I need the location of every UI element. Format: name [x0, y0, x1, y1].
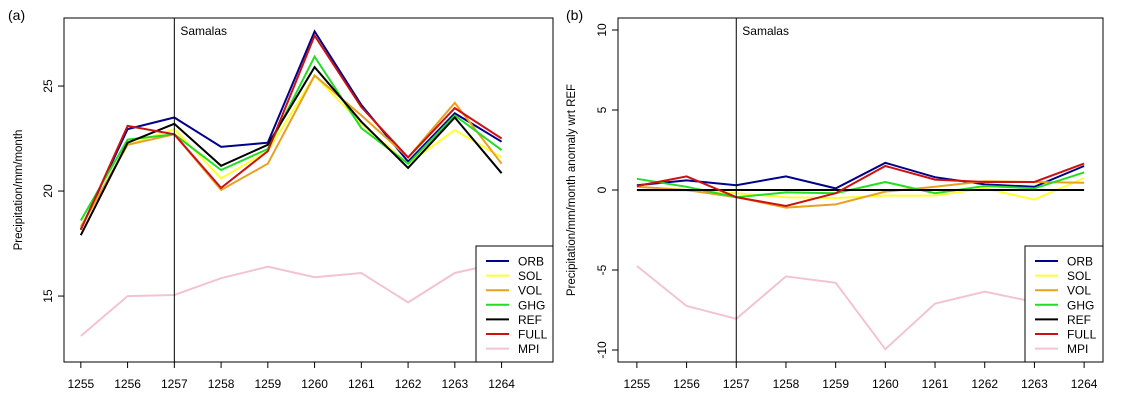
- series-line-full: [636, 162, 1085, 208]
- legend-item-ghg: GHG: [486, 298, 545, 312]
- legend-label: FULL: [1067, 328, 1097, 342]
- x-tick-label: 1259: [254, 377, 281, 391]
- legend-item-full: FULL: [486, 328, 548, 342]
- x-tick-label: 1260: [872, 377, 899, 391]
- legend-item-mpi: MPI: [1035, 342, 1088, 356]
- x-tick-label: 1258: [208, 377, 235, 391]
- x-tick-label: 1261: [348, 377, 375, 391]
- y-tick-label: 15: [41, 289, 55, 303]
- plot-frame-a: [63, 17, 554, 363]
- x-tick-label: 1264: [1071, 377, 1098, 391]
- legend-item-vol: VOL: [486, 284, 542, 298]
- legend-label: MPI: [1067, 342, 1088, 356]
- samalas-annotation-b: Samalas: [742, 24, 789, 38]
- legend-label: GHG: [1067, 298, 1094, 312]
- legend-label: FULL: [518, 328, 548, 342]
- x-tick-label: 1256: [673, 377, 700, 391]
- series-lines-a: [79, 29, 503, 337]
- legend-label: VOL: [1067, 284, 1091, 298]
- y-axis-label-a: Precipitation/mm/month: [13, 130, 25, 251]
- series-line-sol: [79, 73, 503, 229]
- legend-item-full: FULL: [1035, 328, 1097, 342]
- series-line-ref: [79, 65, 503, 236]
- panel-label-b: (b): [566, 7, 583, 23]
- series-line-ghg: [636, 171, 1085, 199]
- y-tick-label: 10: [595, 23, 609, 37]
- series-lines-b: [636, 161, 1085, 351]
- legend-label: VOL: [518, 284, 542, 298]
- y-tick-label: -5: [595, 264, 609, 275]
- legend-item-sol: SOL: [1035, 269, 1091, 283]
- y-ticks-a: 15 20 25: [41, 79, 64, 303]
- series-line-mpi: [80, 261, 502, 337]
- legend-label: GHG: [518, 298, 545, 312]
- legend-item-ghg: GHG: [1035, 298, 1094, 312]
- x-tick-label: 1259: [822, 377, 849, 391]
- panel-label-a: (a): [8, 7, 25, 23]
- x-ticks-a: 1255 1256 1257 1258 1259 1260 1261 1262 1263 1264: [67, 362, 515, 391]
- legend-label: ORB: [1067, 255, 1093, 269]
- series-line-orb: [79, 29, 503, 230]
- x-tick-label: 1257: [161, 377, 188, 391]
- series-line-ghg: [79, 54, 503, 222]
- legend-item-vol: VOL: [1035, 284, 1091, 298]
- y-tick-label: 20: [41, 184, 55, 198]
- x-tick-label: 1262: [971, 377, 998, 391]
- legend-item-mpi: MPI: [486, 342, 539, 356]
- x-tick-label: 1256: [114, 377, 141, 391]
- x-tick-label: 1257: [723, 377, 750, 391]
- legend-label: SOL: [518, 269, 542, 283]
- legend-label: SOL: [1067, 269, 1091, 283]
- series-line-orb: [636, 161, 1085, 190]
- series-line-mpi: [636, 265, 1085, 351]
- x-tick-label: 1255: [624, 377, 651, 391]
- x-tick-label: 1263: [1021, 377, 1048, 391]
- legend-item-ref: REF: [486, 313, 542, 327]
- legend-label: REF: [1067, 313, 1091, 327]
- legend-label: ORB: [518, 255, 544, 269]
- legend-item-orb: ORB: [1035, 255, 1093, 269]
- x-tick-label: 1263: [441, 377, 468, 391]
- y-tick-label: 25: [41, 79, 55, 93]
- plot-frame-b: [617, 17, 1104, 363]
- series-line-vol: [79, 73, 503, 228]
- x-tick-label: 1261: [922, 377, 949, 391]
- x-ticks-b: 1255 1256 1257 1258 1259 1260 1261 1262 1263 1264: [624, 362, 1098, 391]
- series-line-full: [79, 33, 503, 231]
- legend-item-sol: SOL: [486, 269, 542, 283]
- y-axis-label-b: Precipitation/mm/month anomaly wrt REF: [566, 84, 578, 296]
- legend-label: REF: [518, 313, 542, 327]
- panel-b: (b) Precipitation/mm/month anomaly wrt R…: [566, 7, 1104, 391]
- y-ticks-b: -10 -5 0 5 10: [595, 23, 618, 359]
- y-tick-label: 0: [595, 186, 609, 193]
- x-tick-label: 1262: [395, 377, 422, 391]
- legend-item-orb: ORB: [486, 255, 544, 269]
- y-tick-label: -10: [595, 341, 609, 359]
- x-tick-label: 1258: [773, 377, 800, 391]
- y-tick-label: 5: [595, 106, 609, 113]
- x-tick-label: 1260: [301, 377, 328, 391]
- legend-label: MPI: [518, 342, 539, 356]
- x-tick-label: 1255: [67, 377, 94, 391]
- x-tick-label: 1264: [488, 377, 515, 391]
- legend-item-ref: REF: [1035, 313, 1091, 327]
- samalas-annotation-a: Samalas: [180, 24, 227, 38]
